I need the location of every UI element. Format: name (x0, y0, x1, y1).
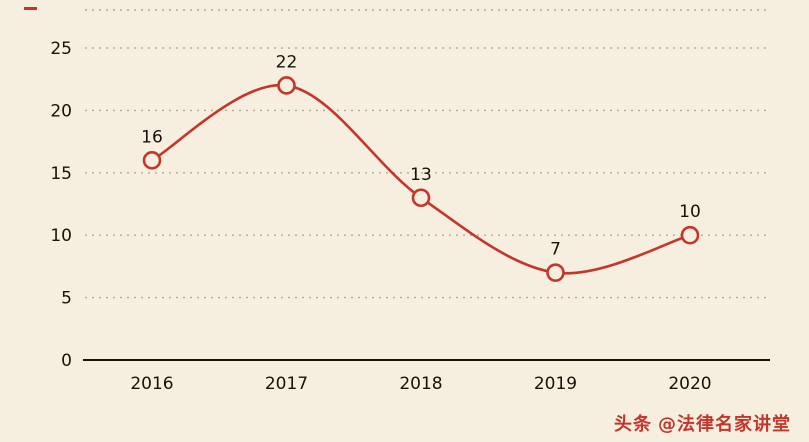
watermark-handle: @法律名家讲堂 (658, 414, 791, 435)
data-label: 16 (141, 127, 163, 147)
y-tick-label: 15 (50, 164, 72, 184)
data-point-marker (411, 188, 431, 208)
y-tick-label: 0 (61, 351, 72, 371)
x-tick-label: 2020 (668, 374, 711, 394)
data-point-marker (680, 225, 700, 245)
data-label: 13 (410, 165, 432, 185)
y-tick-label: 25 (50, 39, 72, 59)
y-tick-label: 20 (50, 101, 72, 121)
data-point-marker (277, 76, 296, 95)
data-label: 22 (276, 52, 298, 72)
x-tick-label: 2019 (534, 374, 577, 394)
data-label: 7 (550, 240, 561, 260)
corner-dash-mark (24, 7, 37, 10)
data-label: 10 (679, 202, 701, 222)
watermark: 头条 @法律名家讲堂 (614, 410, 791, 436)
watermark-brand: 头条 (614, 414, 652, 435)
data-point-marker (142, 151, 162, 170)
x-tick-label: 2017 (265, 374, 308, 394)
y-tick-label: 5 (61, 289, 72, 309)
data-point-marker (546, 263, 565, 282)
y-tick-label: 10 (50, 226, 72, 246)
x-tick-label: 2018 (399, 374, 442, 394)
x-tick-label: 2016 (130, 374, 173, 394)
